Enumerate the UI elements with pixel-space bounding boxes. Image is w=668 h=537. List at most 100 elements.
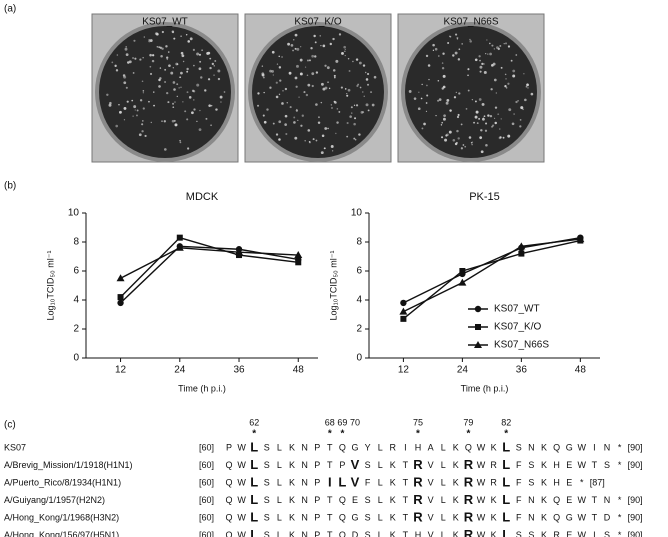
- plaque: [478, 98, 482, 101]
- residue: *: [618, 442, 622, 452]
- plaque: [307, 83, 311, 87]
- plaque: [467, 89, 470, 92]
- residue: L: [277, 495, 282, 505]
- plaque: [423, 122, 426, 126]
- plaque: [323, 147, 326, 150]
- plaque: [156, 45, 159, 48]
- residue: G: [566, 512, 573, 522]
- plaque: [334, 76, 336, 79]
- plaque: [512, 69, 516, 73]
- residue: N: [604, 495, 611, 505]
- plaque: [200, 76, 203, 79]
- plaque: [449, 109, 452, 112]
- residue: K: [390, 477, 396, 487]
- residue: R: [413, 509, 423, 524]
- residue: R: [413, 474, 423, 489]
- plaque: [308, 141, 311, 143]
- plaque: [193, 108, 196, 111]
- plaque: [467, 68, 470, 71]
- plaque: [452, 138, 456, 142]
- plaque: [148, 40, 151, 43]
- plaque: [489, 114, 493, 118]
- residue: Y: [365, 442, 371, 452]
- plaque: [358, 133, 361, 136]
- position-star: *: [504, 429, 508, 440]
- residue: K: [390, 530, 396, 537]
- plaque: [359, 86, 362, 89]
- plaque: [306, 59, 309, 62]
- plate-photos: KS07_WT KS07_K/O KS07_N66S: [91, 13, 545, 163]
- plaque: [263, 91, 265, 94]
- strain-name: A/Brevig_Mission/1/1918(H1N1): [4, 460, 133, 470]
- series-line: [120, 236, 299, 298]
- plaque: [172, 67, 174, 69]
- plaque: [418, 91, 420, 93]
- residue: S: [264, 460, 270, 470]
- residue: *: [618, 530, 622, 537]
- plaque: [362, 91, 364, 93]
- plaque: [457, 137, 460, 140]
- residue: K: [453, 477, 459, 487]
- residue: W: [578, 495, 587, 505]
- residue: E: [566, 460, 572, 470]
- plaque: [161, 120, 163, 122]
- plaque: [131, 99, 134, 102]
- plaque: [132, 56, 135, 59]
- plaque: [520, 106, 524, 110]
- residue: W: [578, 512, 587, 522]
- plaque: [278, 55, 280, 58]
- plaque: [335, 59, 339, 63]
- plaque: [462, 144, 465, 146]
- residue: V: [428, 530, 434, 537]
- residue: Q: [553, 442, 560, 452]
- residue: W: [578, 530, 587, 537]
- plaque: [199, 60, 202, 63]
- plaque: [329, 42, 333, 46]
- plaque: [209, 66, 212, 70]
- plaque: [172, 102, 175, 105]
- plaque: [442, 85, 446, 89]
- residue: I: [404, 442, 407, 452]
- plaque: [441, 136, 444, 139]
- residue: S: [365, 460, 371, 470]
- plaque: [469, 38, 471, 41]
- plaque: [292, 39, 295, 41]
- plaque: [164, 81, 166, 83]
- residue: V: [428, 460, 434, 470]
- end-index: [87]: [590, 477, 605, 487]
- residue: V: [351, 474, 360, 489]
- plaque: [335, 132, 337, 135]
- strain-name: KS07: [4, 442, 26, 452]
- plaque: [460, 147, 464, 150]
- residue: T: [327, 512, 333, 522]
- plaque: [290, 44, 294, 47]
- residue: S: [365, 495, 371, 505]
- plaque: [448, 130, 452, 134]
- residue: W: [477, 477, 486, 487]
- plaque: [257, 92, 260, 95]
- plaque: [189, 37, 193, 41]
- plaque: [481, 117, 485, 121]
- plaque: [208, 104, 211, 107]
- y-tick-label: 4: [356, 295, 362, 306]
- plaque: [483, 115, 486, 118]
- residue: H: [553, 477, 560, 487]
- plaque: [315, 71, 319, 74]
- residue: R: [413, 492, 423, 507]
- plaque: [311, 54, 315, 58]
- plaque: [446, 98, 450, 102]
- plaque: [299, 58, 303, 62]
- plaque: [352, 60, 354, 63]
- plaque: [288, 71, 292, 75]
- x-tick-label: 24: [457, 365, 469, 376]
- plaque: [338, 33, 342, 36]
- position-star: *: [252, 429, 256, 440]
- residue: N: [528, 512, 535, 522]
- plaque: [150, 121, 152, 124]
- plaque: [432, 49, 435, 52]
- plaque: [353, 122, 356, 126]
- plaque: [296, 47, 300, 51]
- plaque: [284, 123, 287, 126]
- residue: E: [566, 530, 572, 537]
- residue: K: [541, 460, 547, 470]
